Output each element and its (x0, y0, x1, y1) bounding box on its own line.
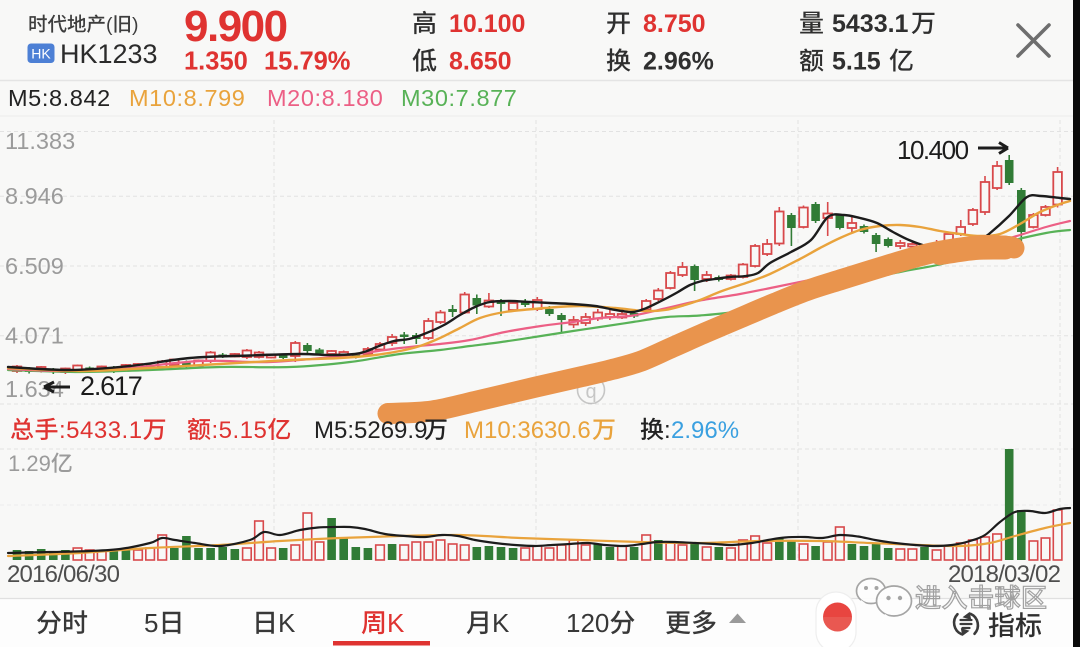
svg-text:5: 5 (144, 608, 158, 638)
svg-text:M5:5269.9: M5:5269.9 (314, 417, 427, 444)
svg-text:2.617: 2.617 (80, 371, 142, 401)
svg-text:HK: HK (31, 46, 51, 62)
svg-text:9.900: 9.900 (184, 2, 287, 51)
svg-text:11.383: 11.383 (5, 128, 75, 154)
svg-text:4.071: 4.071 (5, 323, 64, 349)
svg-text:2.96%: 2.96% (643, 48, 714, 76)
svg-text:10.100: 10.100 (449, 10, 525, 38)
svg-text::: : (664, 417, 671, 444)
svg-text:120: 120 (566, 608, 609, 638)
svg-text:M5:8.842: M5:8.842 (8, 85, 111, 111)
svg-text:(: ( (106, 14, 113, 36)
svg-text:K: K (387, 608, 405, 638)
svg-text:1.634: 1.634 (5, 376, 64, 402)
svg-text:15.79%: 15.79% (264, 48, 351, 76)
svg-text:8.750: 8.750 (643, 10, 706, 38)
svg-text:8.946: 8.946 (5, 183, 64, 209)
svg-text:10.400: 10.400 (897, 135, 969, 165)
svg-text:q: q (585, 381, 596, 403)
svg-text:HK1233: HK1233 (60, 39, 158, 69)
svg-text:M30:7.877: M30:7.877 (401, 85, 517, 111)
svg-text::5.15: :5.15 (212, 417, 268, 444)
svg-text:K: K (278, 608, 296, 638)
svg-text:1.350: 1.350 (184, 48, 248, 76)
svg-text:8.650: 8.650 (449, 48, 512, 76)
svg-text:5433.1: 5433.1 (832, 10, 909, 38)
svg-text:2.96%: 2.96% (671, 417, 739, 444)
svg-text:M20:8.180: M20:8.180 (267, 85, 383, 111)
svg-text::5433.1: :5433.1 (59, 417, 143, 444)
svg-text:6.509: 6.509 (5, 253, 64, 279)
svg-text:M10:3630.6: M10:3630.6 (464, 417, 591, 444)
svg-text:1.29: 1.29 (8, 451, 51, 476)
svg-text:): ) (132, 14, 139, 36)
svg-text:5.15: 5.15 (832, 48, 881, 76)
svg-text:M10:8.799: M10:8.799 (129, 85, 245, 111)
svg-text:2016/06/30: 2016/06/30 (7, 561, 120, 588)
svg-text:K: K (492, 608, 510, 638)
svg-text:2018/03/02: 2018/03/02 (948, 561, 1061, 588)
